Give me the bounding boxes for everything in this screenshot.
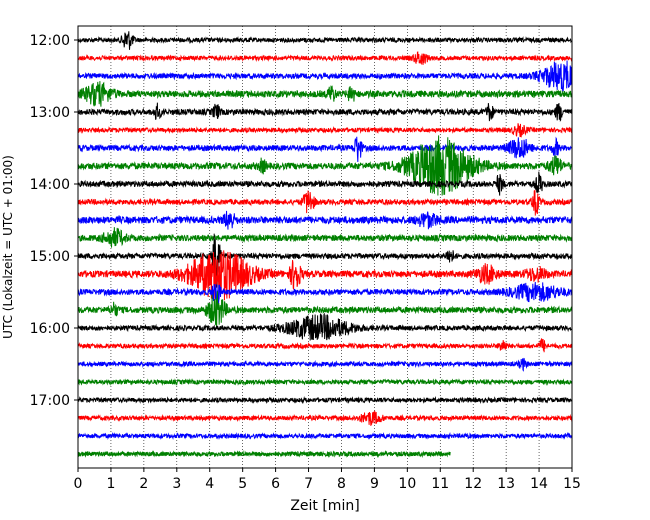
plot-frame bbox=[77, 25, 573, 469]
x-tick-label: 9 bbox=[370, 476, 379, 492]
seismic-trace bbox=[77, 210, 573, 230]
seismic-trace bbox=[77, 227, 573, 248]
y-tick-label: 12:00 bbox=[30, 33, 70, 49]
y-axis-label: UTC (Lokalzeit = UTC + 01:00) bbox=[1, 155, 15, 339]
x-tick-label: 1 bbox=[106, 476, 115, 492]
x-tick-label: 11 bbox=[431, 476, 449, 492]
seismic-trace bbox=[77, 410, 573, 426]
x-axis-ticks: 0 1 2 3 4 5 6 7 8 9 10 11 12 13 14 15 bbox=[74, 468, 581, 492]
x-axis-label: Zeit [min] bbox=[290, 498, 359, 514]
seismic-trace bbox=[77, 31, 573, 50]
seismic-trace bbox=[77, 357, 573, 372]
x-tick-label: 0 bbox=[74, 476, 83, 492]
x-tick-label: 14 bbox=[530, 476, 548, 492]
y-tick-label: 17:00 bbox=[30, 393, 70, 409]
x-tick-label: 2 bbox=[139, 476, 148, 492]
seismic-trace bbox=[77, 51, 573, 65]
seismic-trace bbox=[77, 189, 573, 216]
seismic-trace bbox=[77, 171, 573, 196]
seismic-trace bbox=[77, 136, 573, 162]
x-tick-label: 7 bbox=[304, 476, 313, 492]
y-tick-label: 16:00 bbox=[30, 321, 70, 337]
seismic-trace bbox=[77, 377, 573, 387]
traces bbox=[77, 31, 573, 459]
seismic-trace bbox=[77, 102, 573, 122]
y-tick-label: 14:00 bbox=[30, 177, 70, 193]
seismic-trace bbox=[77, 449, 451, 459]
x-tick-label: 8 bbox=[337, 476, 346, 492]
x-tick-label: 4 bbox=[205, 476, 214, 492]
x-tick-label: 15 bbox=[563, 476, 581, 492]
y-tick-label: 13:00 bbox=[30, 105, 70, 121]
seismic-trace bbox=[77, 250, 573, 301]
seismic-trace bbox=[77, 291, 573, 328]
seismic-trace bbox=[77, 135, 573, 196]
y-axis-ticks: 12:00 13:00 14:00 15:00 16:00 17:00 bbox=[30, 33, 78, 409]
x-tick-label: 3 bbox=[172, 476, 181, 492]
x-tick-label: 5 bbox=[238, 476, 247, 492]
seismic-trace bbox=[77, 60, 573, 93]
seismic-trace bbox=[77, 81, 573, 107]
seismic-trace bbox=[77, 431, 573, 440]
seismic-trace bbox=[77, 312, 573, 341]
y-tick-label: 15:00 bbox=[30, 249, 70, 265]
x-tick-label: 6 bbox=[271, 476, 280, 492]
seismic-trace bbox=[77, 233, 573, 288]
seismic-trace bbox=[77, 123, 573, 138]
seismic-trace bbox=[77, 281, 573, 308]
x-tick-label: 10 bbox=[398, 476, 416, 492]
x-tick-label: 13 bbox=[497, 476, 515, 492]
seismic-trace bbox=[77, 338, 573, 353]
seismic-trace bbox=[77, 396, 573, 405]
x-tick-label: 12 bbox=[464, 476, 482, 492]
